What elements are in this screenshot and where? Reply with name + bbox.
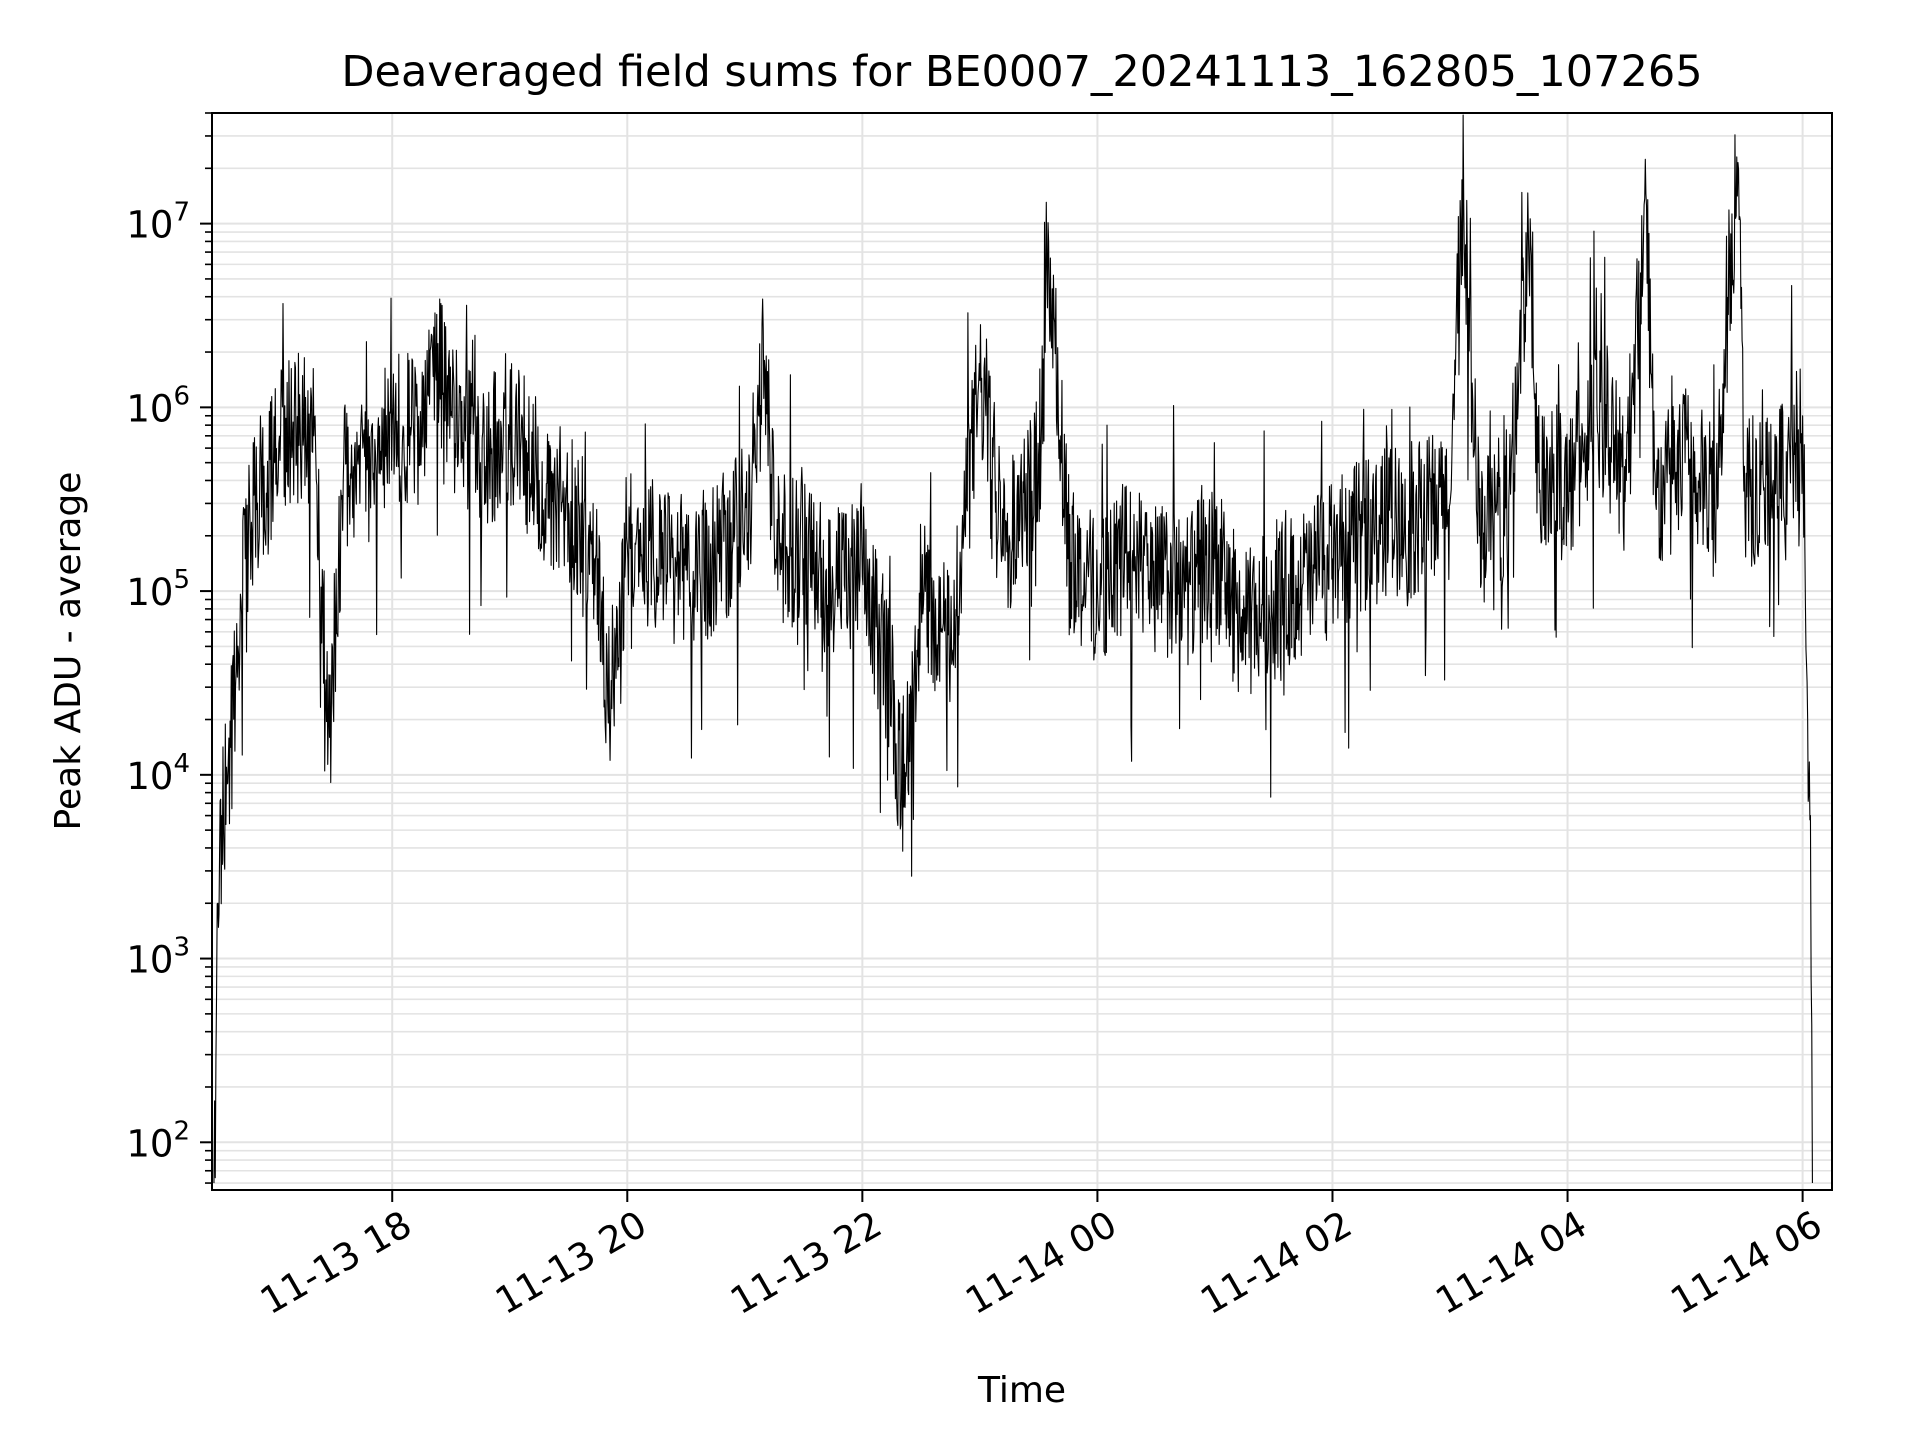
x-axis-label: Time [977,1370,1066,1411]
series-line [213,114,1813,1184]
y-tick-label: 106 [126,381,190,430]
y-tick-label: 105 [126,565,190,614]
chart-title: Deaveraged field sums for BE0007_2024111… [341,47,1702,97]
y-tick-label: 102 [126,1116,190,1165]
y-tick-label: 103 [126,933,190,982]
y-tick-label: 107 [126,198,190,247]
series-layer [213,114,1813,1184]
y-tick-label: 104 [126,749,190,798]
y-axis-label: Peak ADU - average [48,472,89,831]
grid [212,112,1832,1190]
y-axis: 102 103 104 105 106 107 [126,112,212,1184]
plot-frame [211,112,1833,1191]
